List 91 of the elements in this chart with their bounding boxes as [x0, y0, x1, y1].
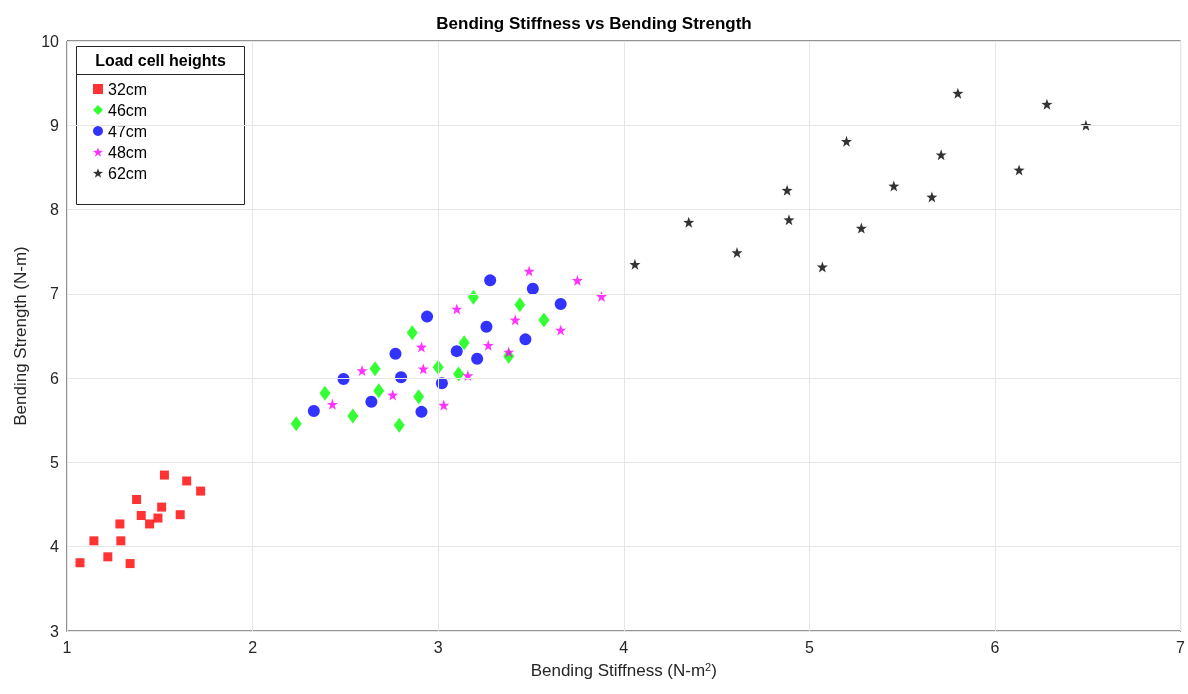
- point: [347, 408, 359, 424]
- point: [132, 495, 142, 505]
- legend-label: 48cm: [108, 143, 148, 161]
- point: [484, 274, 497, 287]
- point: [319, 385, 331, 401]
- point: [952, 87, 964, 99]
- point: [926, 191, 938, 203]
- point: [571, 274, 583, 286]
- point: [365, 395, 378, 408]
- point: [307, 405, 320, 418]
- point: [888, 180, 900, 192]
- point: [451, 303, 463, 315]
- x-tick-label: 3: [433, 638, 443, 656]
- point: [482, 339, 494, 351]
- point: [555, 324, 567, 336]
- point: [89, 536, 99, 546]
- point: [115, 519, 125, 529]
- point: [453, 366, 465, 382]
- point: [406, 325, 418, 341]
- y-tick-label: 4: [50, 538, 60, 556]
- point: [182, 476, 192, 486]
- point: [526, 282, 539, 295]
- point: [290, 416, 302, 432]
- point: [1041, 98, 1053, 110]
- point: [596, 290, 607, 302]
- point: [415, 405, 428, 418]
- point: [538, 312, 550, 328]
- point: [421, 310, 434, 323]
- point: [326, 398, 338, 410]
- point: [393, 417, 405, 433]
- point: [503, 346, 515, 358]
- point: [471, 352, 484, 365]
- point: [781, 184, 793, 196]
- point: [855, 222, 867, 234]
- point: [458, 335, 470, 351]
- y-tick-label: 7: [50, 285, 60, 303]
- y-axis-title: Bending Strength (N-m): [11, 246, 30, 426]
- y-tick-label: 5: [50, 453, 60, 471]
- point: [125, 559, 135, 569]
- y-tick-label: 9: [50, 116, 60, 134]
- point: [145, 519, 155, 529]
- legend-label: 46cm: [108, 101, 148, 119]
- point: [417, 363, 429, 375]
- point: [683, 216, 695, 228]
- x-tick-label: 6: [990, 638, 1000, 656]
- legend-label: 32cm: [108, 80, 148, 98]
- legend-label: 62cm: [108, 164, 148, 182]
- point: [523, 265, 535, 277]
- point: [159, 470, 169, 480]
- point: [389, 347, 402, 360]
- point: [157, 502, 167, 512]
- point: [373, 383, 385, 399]
- point: [415, 341, 427, 353]
- point: [467, 289, 479, 305]
- point: [413, 389, 425, 405]
- point: [450, 345, 463, 358]
- point: [387, 389, 399, 401]
- point: [519, 333, 532, 346]
- x-tick-label: 1: [62, 638, 72, 656]
- point: [935, 149, 947, 161]
- point: [514, 297, 526, 313]
- point: [840, 135, 852, 147]
- y-tick-label: 6: [50, 369, 60, 387]
- point: [175, 510, 185, 520]
- point: [554, 297, 567, 310]
- x-tick-label: 2: [248, 638, 258, 656]
- point: [438, 399, 450, 411]
- y-tick-label: 3: [50, 622, 60, 640]
- point: [783, 214, 795, 226]
- chart-title: Bending Stiffness vs Bending Strength: [436, 14, 752, 33]
- point: [196, 486, 206, 496]
- point: [116, 536, 126, 546]
- x-tick-label: 5: [804, 638, 814, 656]
- point: [816, 261, 828, 273]
- point: [103, 552, 113, 562]
- point: [356, 365, 368, 377]
- legend-title: Load cell heights: [95, 52, 226, 69]
- point: [369, 361, 381, 377]
- y-tick-label: 8: [50, 201, 60, 219]
- point: [629, 258, 641, 270]
- point: [731, 247, 743, 259]
- point: [462, 370, 474, 382]
- x-tick-label: 7: [1176, 638, 1186, 656]
- point: [136, 511, 146, 521]
- point: [395, 371, 408, 384]
- point: [75, 558, 85, 568]
- y-tick-label: 10: [41, 32, 60, 50]
- point: [509, 314, 521, 326]
- point: [153, 513, 163, 523]
- point: [480, 320, 493, 333]
- x-tick-label: 4: [619, 638, 629, 656]
